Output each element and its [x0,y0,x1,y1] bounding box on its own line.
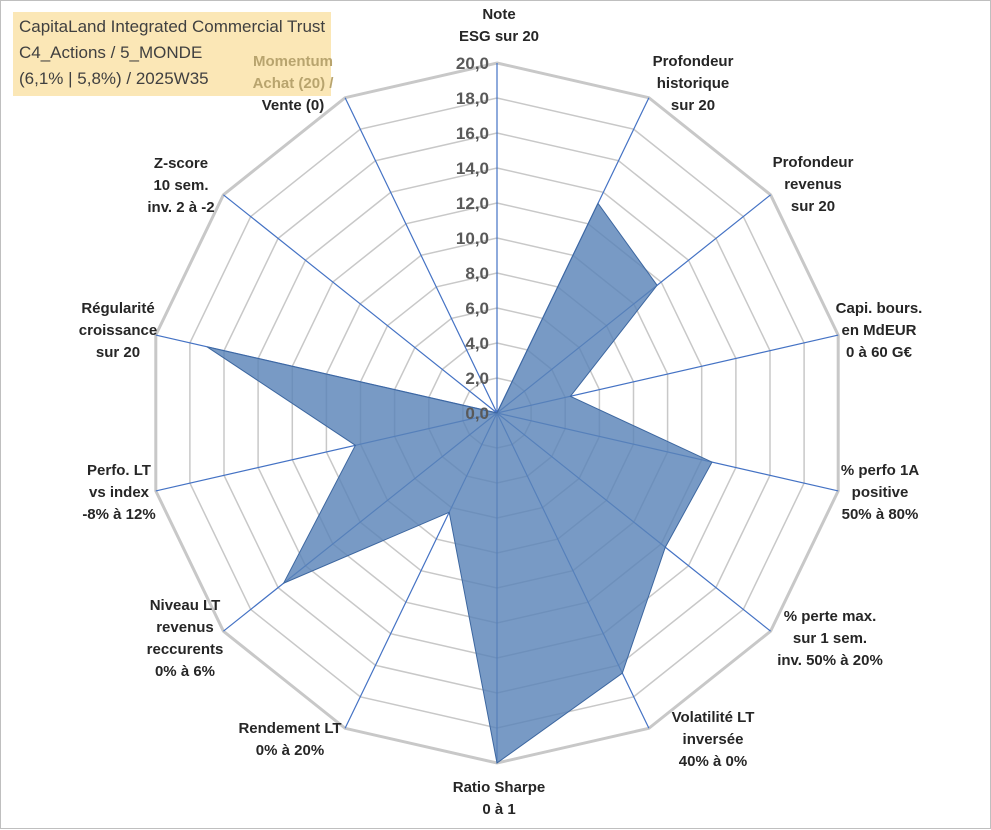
radial-tick-label: 6,0 [465,299,489,318]
axis-label-volatilite: Volatilité LT inversée 40% à 0% [633,707,793,773]
axis-label-rendement: Rendement LT 0% à 20% [210,718,370,762]
radial-tick-label: 0,0 [465,404,489,423]
radial-tick-labels: 0,0 2,0 4,0 6,0 8,0 10,0 12,0 14,0 16,0 18,0 20,0 [456,54,489,423]
axis-label-profondeur-revenus: Profondeur revenus sur 20 [733,152,893,218]
axis-label-perfo-1a: % perfo 1A positive 50% à 80% [800,460,960,526]
axis-label-regularite: Régularité croissance sur 20 [38,298,198,364]
axis-label-profondeur-historique: Profondeur historique sur 20 [613,51,773,117]
axis-label-esg: Note ESG sur 20 [419,4,579,48]
axis-label-z-score: Z-score 10 sem. inv. 2 à -2 [101,153,261,219]
axis-label-perte-max: % perte max. sur 1 sem. inv. 50% à 20% [750,606,910,672]
radial-tick-label: 20,0 [456,54,489,73]
axis-label-perfo-lt: Perfo. LT vs index -8% à 12% [39,460,199,526]
radial-tick-label: 10,0 [456,229,489,248]
axis-label-capi-bours: Capi. bours. en MdEUR 0 à 60 G€ [799,298,959,364]
radial-tick-label: 8,0 [465,264,489,283]
radial-tick-label: 14,0 [456,159,489,178]
radial-tick-label: 2,0 [465,369,489,388]
radial-tick-label: 4,0 [465,334,489,353]
title-line-1: CapitaLand Integrated Commercial Trust [19,14,325,40]
radial-tick-label: 18,0 [456,89,489,108]
radial-tick-label: 16,0 [456,124,489,143]
axis-label-momentum: Momentum Achat (20) / Vente (0) [213,51,373,117]
axis-label-ratio-sharpe: Ratio Sharpe 0 à 1 [419,777,579,821]
axis-label-niveau-lt: Niveau LT revenus reccurents 0% à 6% [105,595,265,683]
radial-tick-label: 12,0 [456,194,489,213]
